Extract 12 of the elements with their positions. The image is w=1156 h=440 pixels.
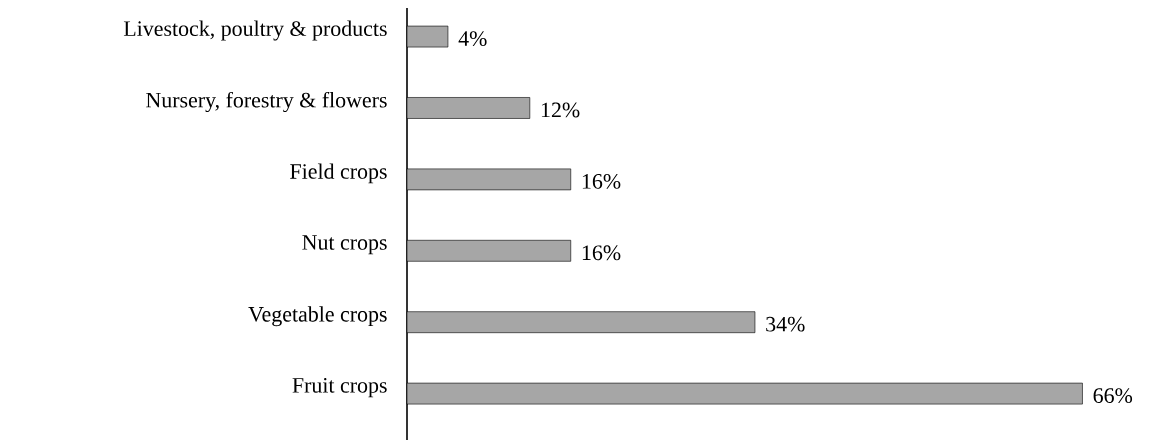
y-tick-label: Nursery, forestry & flowers <box>146 91 387 113</box>
data-label: 16% <box>582 245 621 261</box>
y-tick-label: Livestock, poultry & products <box>123 20 387 41</box>
data-label: 12% <box>541 102 580 118</box>
data-label: 34% <box>766 316 805 332</box>
y-tick-label: Fruit crops <box>292 378 387 398</box>
y-tick-label: Vegetable crops <box>248 306 387 327</box>
y-tick-label: Nut crops <box>302 235 387 255</box>
data-label: 16% <box>582 173 621 189</box>
data-label: 66% <box>1093 388 1133 404</box>
y-tick-label: Field crops <box>290 163 387 184</box>
data-label: 4% <box>458 31 487 46</box>
